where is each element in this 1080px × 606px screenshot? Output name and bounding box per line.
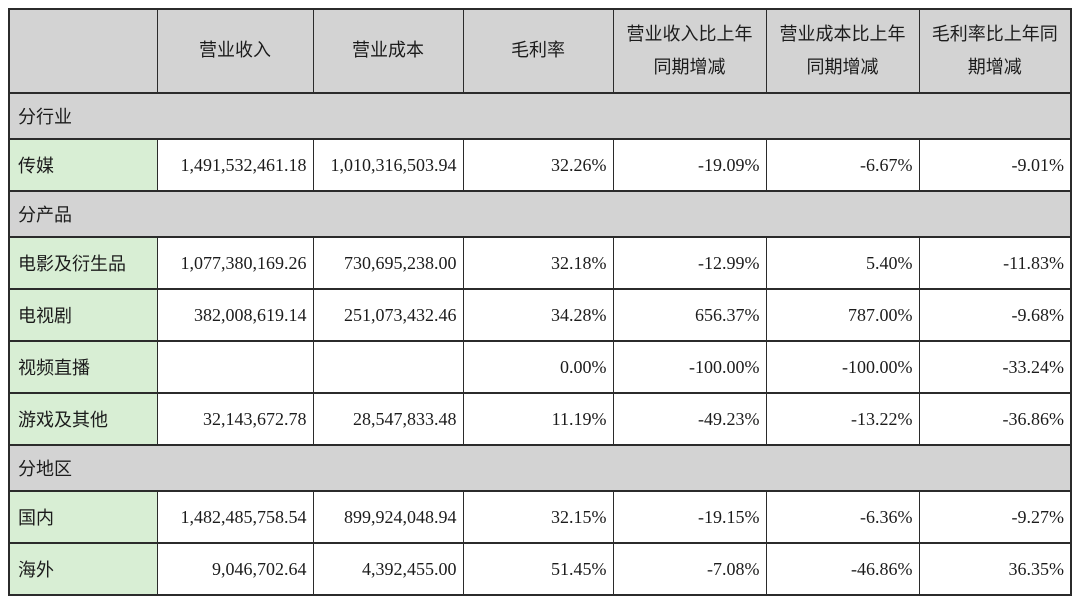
cell-cost: 251,073,432.46 (312, 288, 464, 342)
cell-revenue-yoy: -12.99% (612, 236, 767, 290)
section-row-industry: 分行业 (8, 92, 1072, 140)
cell-revenue (156, 340, 314, 394)
cell-cost: 899,924,048.94 (312, 490, 464, 544)
row-label: 电影及衍生品 (8, 236, 158, 290)
cell-margin-yoy: -9.68% (918, 288, 1072, 342)
cell-cost-yoy: -100.00% (765, 340, 920, 394)
table-row-film: 电影及衍生品 1,077,380,169.26 730,695,238.00 3… (8, 236, 1072, 290)
cell-gross-margin: 34.28% (462, 288, 614, 342)
cell-revenue: 1,491,532,461.18 (156, 138, 314, 192)
cell-cost: 28,547,833.48 (312, 392, 464, 446)
cell-cost: 730,695,238.00 (312, 236, 464, 290)
table-row-live-streaming: 视频直播 0.00% -100.00% -100.00% -33.24% (8, 340, 1072, 394)
row-label: 游戏及其他 (8, 392, 158, 446)
table-row-media: 传媒 1,491,532,461.18 1,010,316,503.94 32.… (8, 138, 1072, 192)
cell-margin-yoy: -36.86% (918, 392, 1072, 446)
cell-cost-yoy: 787.00% (765, 288, 920, 342)
column-header-cost-yoy: 营业成本比上年同期增减 (765, 8, 920, 94)
table-row-tv-series: 电视剧 382,008,619.14 251,073,432.46 34.28%… (8, 288, 1072, 342)
cell-margin-yoy: 36.35% (918, 542, 1072, 596)
cell-gross-margin: 0.00% (462, 340, 614, 394)
cell-cost (312, 340, 464, 394)
cell-revenue: 382,008,619.14 (156, 288, 314, 342)
column-header-blank (8, 8, 158, 94)
financial-breakdown-table: 营业收入 营业成本 毛利率 营业收入比上年同期增减 营业成本比上年同期增减 毛利… (8, 8, 1072, 596)
row-label: 国内 (8, 490, 158, 544)
cell-cost-yoy: -6.36% (765, 490, 920, 544)
row-label: 海外 (8, 542, 158, 596)
row-label: 电视剧 (8, 288, 158, 342)
cell-margin-yoy: -11.83% (918, 236, 1072, 290)
cell-revenue: 32,143,672.78 (156, 392, 314, 446)
cell-revenue-yoy: -19.09% (612, 138, 767, 192)
section-row-product: 分产品 (8, 190, 1072, 238)
cell-cost-yoy: -6.67% (765, 138, 920, 192)
cell-cost: 1,010,316,503.94 (312, 138, 464, 192)
column-header-cost: 营业成本 (312, 8, 464, 94)
cell-gross-margin: 32.15% (462, 490, 614, 544)
cell-gross-margin: 51.45% (462, 542, 614, 596)
cell-margin-yoy: -9.01% (918, 138, 1072, 192)
cell-cost: 4,392,455.00 (312, 542, 464, 596)
cell-cost-yoy: 5.40% (765, 236, 920, 290)
cell-gross-margin: 32.18% (462, 236, 614, 290)
table-row-domestic: 国内 1,482,485,758.54 899,924,048.94 32.15… (8, 490, 1072, 544)
cell-revenue-yoy: -7.08% (612, 542, 767, 596)
table-header-row: 营业收入 营业成本 毛利率 营业收入比上年同期增减 营业成本比上年同期增减 毛利… (8, 8, 1072, 94)
cell-revenue-yoy: -19.15% (612, 490, 767, 544)
cell-revenue-yoy: -49.23% (612, 392, 767, 446)
cell-revenue-yoy: 656.37% (612, 288, 767, 342)
section-label: 分产品 (8, 190, 1072, 238)
cell-margin-yoy: -33.24% (918, 340, 1072, 394)
cell-revenue-yoy: -100.00% (612, 340, 767, 394)
column-header-gross-margin: 毛利率 (462, 8, 614, 94)
section-row-region: 分地区 (8, 444, 1072, 492)
cell-cost-yoy: -46.86% (765, 542, 920, 596)
cell-revenue: 9,046,702.64 (156, 542, 314, 596)
cell-revenue: 1,482,485,758.54 (156, 490, 314, 544)
cell-margin-yoy: -9.27% (918, 490, 1072, 544)
column-header-margin-yoy: 毛利率比上年同期增减 (918, 8, 1072, 94)
cell-cost-yoy: -13.22% (765, 392, 920, 446)
section-label: 分地区 (8, 444, 1072, 492)
cell-gross-margin: 32.26% (462, 138, 614, 192)
column-header-revenue: 营业收入 (156, 8, 314, 94)
table-row-overseas: 海外 9,046,702.64 4,392,455.00 51.45% -7.0… (8, 542, 1072, 596)
table-row-games-other: 游戏及其他 32,143,672.78 28,547,833.48 11.19%… (8, 392, 1072, 446)
section-label: 分行业 (8, 92, 1072, 140)
row-label: 视频直播 (8, 340, 158, 394)
cell-revenue: 1,077,380,169.26 (156, 236, 314, 290)
row-label: 传媒 (8, 138, 158, 192)
cell-gross-margin: 11.19% (462, 392, 614, 446)
column-header-revenue-yoy: 营业收入比上年同期增减 (612, 8, 767, 94)
